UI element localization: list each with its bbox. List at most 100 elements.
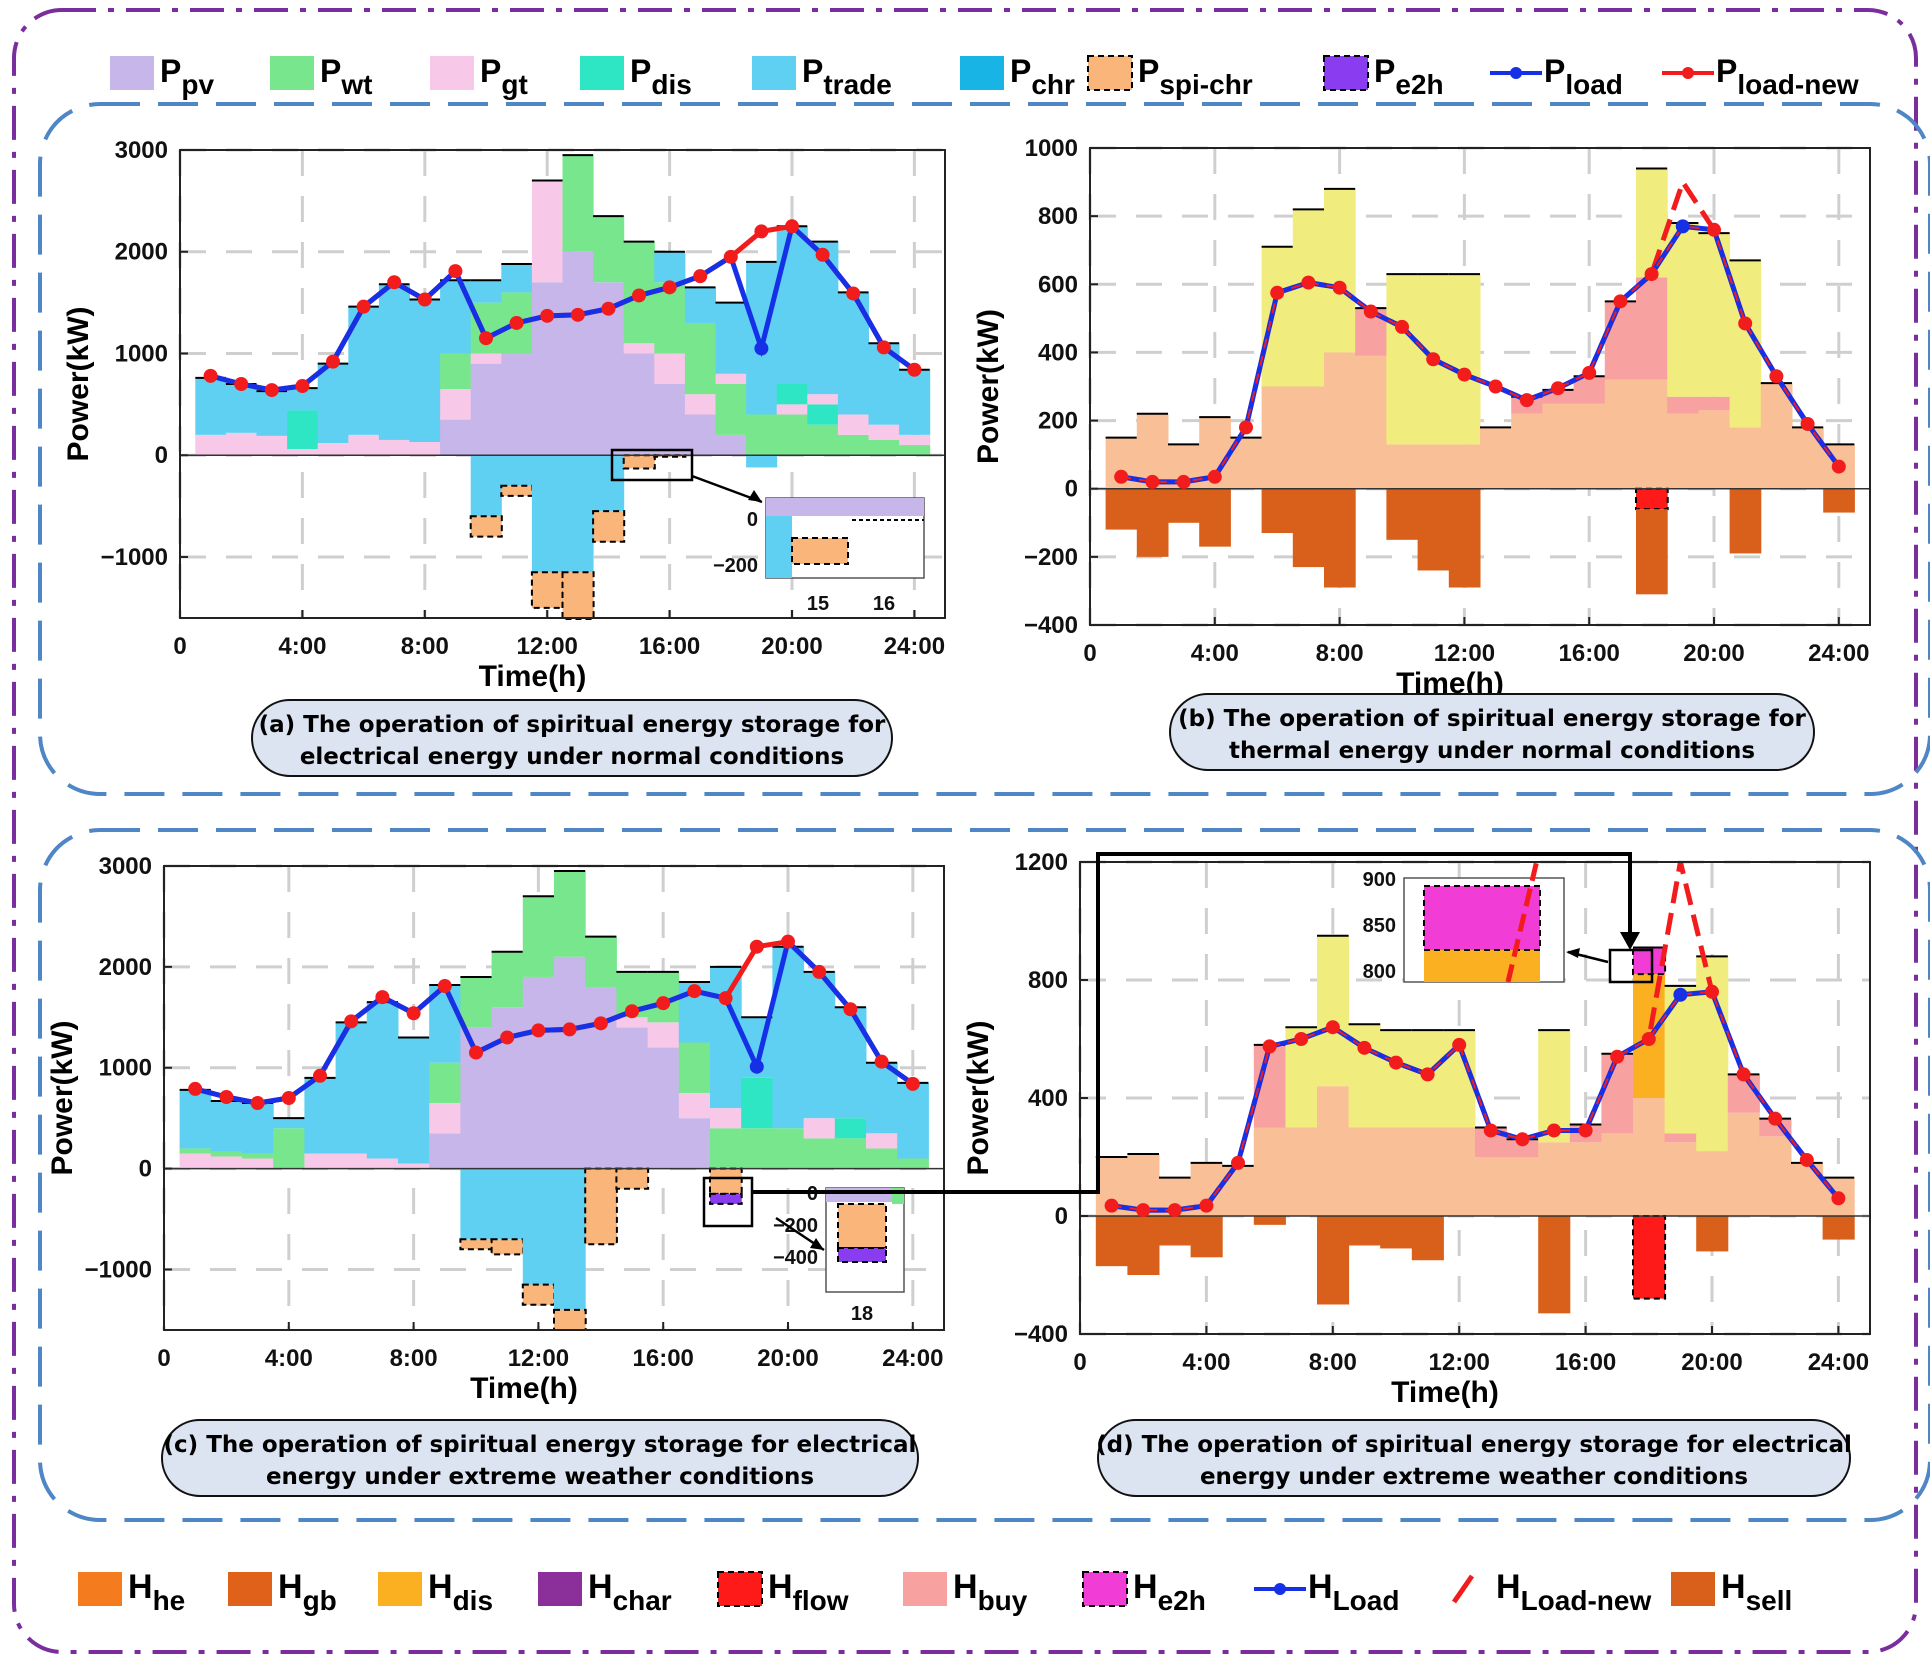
- y-tick-label: 200: [1038, 408, 1078, 435]
- bar-trade: [195, 377, 227, 435]
- bar-hsell: [1696, 1216, 1729, 1252]
- legend-swatch: [960, 56, 1004, 90]
- chart-b: 0 4:00 8:00 12:00 16:00 20:00 24:00 −400 −200 0 20…: [972, 135, 1871, 700]
- legend-item-chr: Pchr: [960, 53, 1075, 100]
- marker-load-new: [1357, 1040, 1372, 1055]
- legend-label: Hbuy: [953, 1568, 1028, 1616]
- bar-gt: [335, 1153, 368, 1169]
- bar-gt: [776, 404, 808, 415]
- legend-label: Pe2h: [1374, 53, 1444, 100]
- bar-trade: [179, 1089, 212, 1149]
- caption-d: (d) The operation of spiritual energy st…: [1096, 1419, 1852, 1497]
- x-tick-label: 8:00: [1309, 1349, 1357, 1376]
- bar-pv: [562, 251, 594, 456]
- zoom-box-c: [702, 1176, 754, 1228]
- axes-box: [179, 149, 946, 619]
- marker-load-new: [1551, 381, 1565, 396]
- bar-heatbase: [1667, 413, 1699, 489]
- x-tick-label: 24:00: [882, 1345, 943, 1372]
- bar-heatbase: [1417, 444, 1450, 489]
- y-tick-label: 800: [1028, 967, 1068, 994]
- legend-line: [1451, 1574, 1475, 1604]
- bar-heatbase: [1506, 1157, 1539, 1216]
- legend-symbol: H: [953, 1568, 978, 1606]
- legend-label: Hdis: [428, 1568, 493, 1616]
- marker-load-new: [905, 1076, 920, 1091]
- bar-hsell: [1136, 488, 1169, 557]
- legend-top: Ppv Pwt Pgt Pdis Ptrade Pchr Pspi-chr Pe2h Pload…: [110, 53, 1859, 100]
- legend-item-load: Pload: [1490, 53, 1623, 100]
- bar-heatbase: [1285, 1127, 1318, 1216]
- legend-item-Load-new: HLoad-new: [1451, 1568, 1651, 1616]
- bar-heatbase: [1475, 1157, 1508, 1216]
- inset-bar-e2h: [837, 1247, 887, 1263]
- x-tick-label: 12:00: [1429, 1349, 1490, 1376]
- legend-subscript: trade: [823, 69, 891, 100]
- legend-symbol: H: [278, 1568, 303, 1606]
- bar-gt: [225, 432, 257, 456]
- caption-line: energy under extreme weather conditions: [1200, 1464, 1748, 1490]
- bar-hsell: [1317, 1216, 1350, 1305]
- marker-load-new: [1104, 1198, 1119, 1213]
- legend-item-char: Hchar: [538, 1568, 672, 1616]
- bar-gt: [429, 1103, 461, 1134]
- bar-heatbase: [1542, 403, 1575, 489]
- bar-trade: [273, 1118, 305, 1129]
- marker-load-new: [250, 1096, 265, 1111]
- inset-ytick: −200: [773, 1215, 818, 1237]
- bar-heatbase: [1601, 1133, 1634, 1216]
- bar-gt: [179, 1153, 212, 1169]
- x-tick-label: 16:00: [639, 633, 700, 660]
- marker-load-new: [1363, 304, 1378, 319]
- bar-wt: [554, 871, 586, 957]
- bar-heatbase: [1573, 403, 1606, 489]
- bar-trade: [593, 455, 625, 512]
- bars: [195, 154, 931, 621]
- x-tick-label: 20:00: [1681, 1349, 1742, 1376]
- marker-load-new: [219, 1089, 234, 1104]
- y-tick-label: −400: [1014, 1321, 1068, 1348]
- bar-spi: [615, 1167, 650, 1190]
- bar-heatbase: [1355, 355, 1387, 489]
- bar-hbuy: [1636, 277, 1668, 380]
- marker-load: [1673, 987, 1688, 1002]
- caption-pill: [161, 1419, 919, 1497]
- marker-load-new: [662, 280, 677, 295]
- caption-pill: [1097, 1419, 1851, 1497]
- bar-heatbase: [1633, 1098, 1666, 1216]
- bar-wt: [807, 424, 839, 456]
- legend-item-Load: HLoad: [1254, 1568, 1399, 1616]
- bar-hsell: [1095, 1216, 1128, 1267]
- inset: 900 850 800: [1363, 855, 1565, 983]
- marker-load-new: [1800, 416, 1815, 431]
- bar-gt: [317, 443, 349, 456]
- bar-wt: [429, 1062, 461, 1104]
- inset-ytick: 0: [747, 509, 758, 531]
- y-tick-label: 600: [1038, 271, 1078, 298]
- x-tick-label: 16:00: [1559, 640, 1620, 667]
- bar-trade: [409, 299, 441, 442]
- bar-spi: [622, 454, 656, 470]
- bar-heatbase: [1511, 413, 1543, 489]
- bar-hsell: [1380, 1216, 1413, 1249]
- y-tick-label: 2000: [99, 954, 152, 981]
- marker-load-new: [754, 224, 769, 239]
- legend-subscript: flow: [793, 1585, 849, 1616]
- x-tick-label: 8:00: [390, 1345, 438, 1372]
- bar-spi: [490, 1238, 525, 1256]
- legend-label: Pload-new: [1716, 53, 1859, 100]
- caption-line: (b) The operation of spiritual energy st…: [1178, 706, 1806, 732]
- bar-gt: [866, 1133, 898, 1149]
- marker-load-new: [843, 1002, 858, 1017]
- bar-pv: [654, 384, 686, 456]
- inset-ytick: 900: [1363, 869, 1396, 891]
- bar-hbuy: [1667, 396, 1699, 414]
- bar-heatbase: [1698, 410, 1731, 489]
- panel-frame-top: [38, 102, 1930, 796]
- bar-hsell: [1105, 488, 1138, 530]
- legend-swatch: [1323, 55, 1369, 91]
- bar-hbuy: [1573, 376, 1606, 404]
- bar-trade: [378, 284, 410, 440]
- bar-spi: [553, 1308, 587, 1331]
- inset-bar-he2h: [1423, 885, 1541, 951]
